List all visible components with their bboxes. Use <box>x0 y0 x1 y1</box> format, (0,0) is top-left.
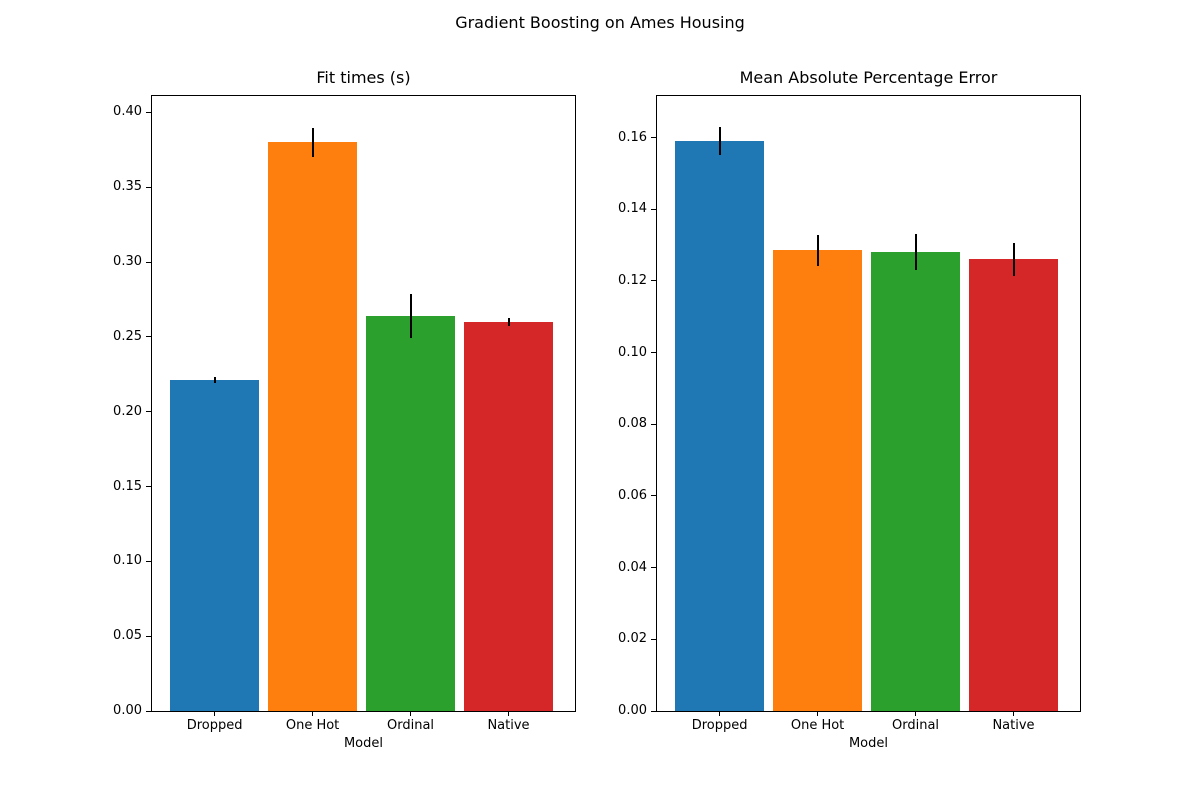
x-tick <box>817 711 819 716</box>
bar-dropped <box>170 380 259 711</box>
bar-one-hot <box>268 142 357 711</box>
y-tick-label: 0.40 <box>113 104 142 120</box>
y-tick <box>651 280 657 282</box>
bar-ordinal <box>871 252 960 711</box>
y-tick <box>146 261 152 263</box>
y-tick <box>651 423 657 425</box>
x-tick <box>508 711 509 716</box>
error-bar-one-hot <box>816 235 819 266</box>
x-tick-label-dropped: Dropped <box>186 718 243 733</box>
bar-one-hot <box>773 250 862 711</box>
x-axis-label: Model <box>343 736 384 751</box>
y-tick-label: 0.20 <box>113 403 142 419</box>
x-tick-label-dropped: Dropped <box>691 718 748 733</box>
y-tick-label: 0.15 <box>113 478 142 494</box>
x-tick-label-one-hot: One Hot <box>790 718 845 733</box>
y-tick-label: 0.06 <box>618 487 647 503</box>
error-bar-native <box>1012 242 1015 277</box>
x-tick <box>214 711 216 716</box>
y-tick <box>146 486 152 488</box>
error-bar-one-hot <box>311 128 314 157</box>
y-tick-label: 0.16 <box>618 129 647 145</box>
y-tick-label: 0.30 <box>113 254 142 270</box>
error-bar-dropped <box>213 377 216 384</box>
y-tick <box>651 638 657 640</box>
y-tick <box>146 635 152 637</box>
x-tick <box>915 711 917 716</box>
error-bar-ordinal <box>914 234 917 271</box>
y-tick-label: 0.10 <box>618 344 647 360</box>
y-tick <box>146 111 152 113</box>
x-axis-label: Model <box>848 736 889 751</box>
axes-title-fit-times: Fit times (s) <box>316 68 411 87</box>
x-tick-label-one-hot: One Hot <box>285 718 340 733</box>
error-bar-ordinal <box>409 294 412 338</box>
x-tick-label-native: Native <box>487 718 530 733</box>
axes-title-mape: Mean Absolute Percentage Error <box>739 68 998 87</box>
error-bar-native <box>507 318 510 326</box>
bar-native <box>464 321 553 711</box>
y-tick <box>651 137 657 139</box>
y-tick-label: 0.25 <box>113 328 142 344</box>
y-tick-label: 0.00 <box>618 703 647 718</box>
figure-suptitle: Gradient Boosting on Ames Housing <box>455 13 745 32</box>
bar-native <box>969 259 1058 711</box>
y-tick-label: 0.00 <box>113 703 142 718</box>
y-tick-label: 0.12 <box>618 272 647 288</box>
y-tick <box>146 336 152 338</box>
y-tick-label: 0.05 <box>113 628 142 644</box>
y-tick <box>651 208 657 210</box>
x-tick <box>410 711 412 716</box>
y-tick-label: 0.02 <box>618 631 647 647</box>
y-tick-label: 0.35 <box>113 179 142 195</box>
bar-dropped <box>675 141 764 711</box>
y-tick <box>651 710 657 712</box>
y-tick <box>651 567 657 569</box>
y-tick <box>146 411 152 413</box>
y-tick <box>146 560 152 562</box>
x-tick <box>312 711 314 716</box>
x-tick-label-ordinal: Ordinal <box>892 718 940 733</box>
bar-ordinal <box>366 315 455 711</box>
x-tick <box>1013 711 1014 716</box>
y-tick <box>651 495 657 497</box>
y-tick-label: 0.08 <box>618 416 647 432</box>
x-tick <box>719 711 721 716</box>
y-tick <box>651 352 657 354</box>
x-tick-label-ordinal: Ordinal <box>387 718 435 733</box>
axes-fit-times: Fit times (s) Model 0.00 0.05 0.10 0.15 0.20… <box>113 68 576 751</box>
error-bar-dropped <box>718 126 721 156</box>
x-tick-label-native: Native <box>992 718 1035 733</box>
y-tick <box>146 710 152 712</box>
y-tick-label: 0.04 <box>618 559 647 575</box>
y-tick-label: 0.14 <box>618 201 647 217</box>
axes-mape: Mean Absolute Percentage Error Model 0.0… <box>618 68 1081 751</box>
y-tick <box>146 186 152 188</box>
y-tick-label: 0.10 <box>113 553 142 569</box>
